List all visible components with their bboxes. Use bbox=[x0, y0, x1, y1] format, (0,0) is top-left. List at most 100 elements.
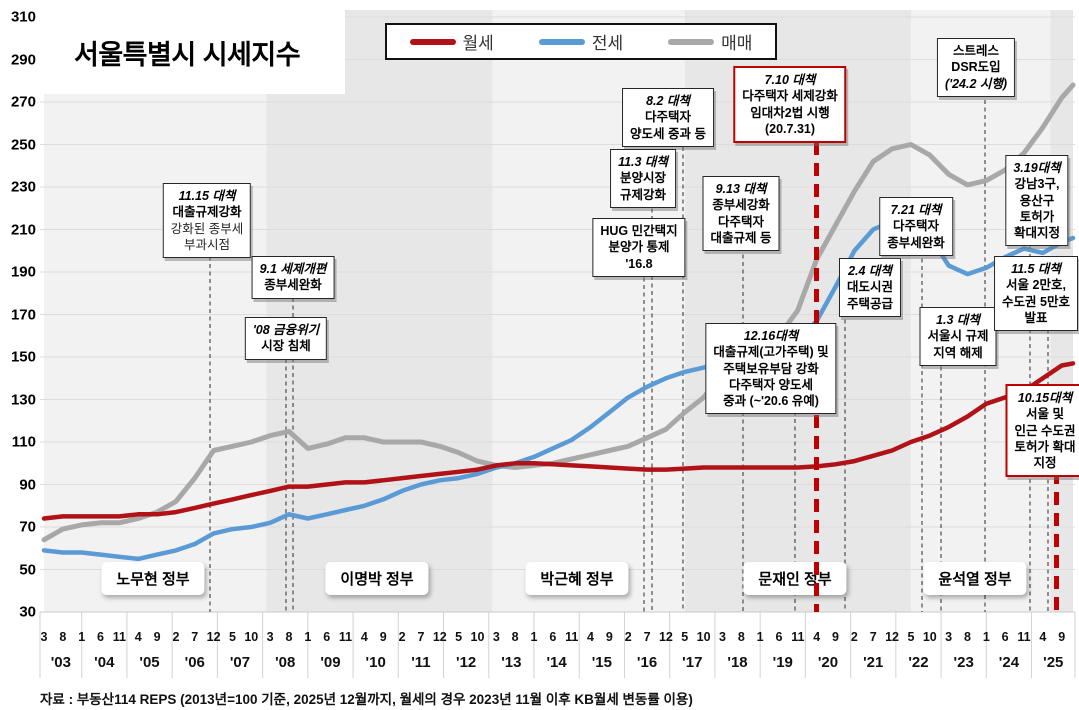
month-tick-label: 4 bbox=[360, 630, 368, 644]
month-tick-label: 3 bbox=[40, 630, 48, 644]
chart-title: 서울특별시 시세지수 bbox=[74, 39, 301, 70]
policy-hug-annotation: HUG 민간택지 분양가 통제 '16.8 bbox=[592, 218, 686, 277]
month-tick-label: 9 bbox=[832, 630, 840, 644]
month-tick-label: 11 bbox=[565, 630, 579, 644]
year-label: '22 bbox=[908, 654, 929, 671]
month-tick-label: 10 bbox=[470, 630, 485, 644]
month-tick-label: 8 bbox=[737, 630, 745, 644]
maemae-line-swatch bbox=[668, 38, 715, 45]
month-tick-label: 2 bbox=[172, 630, 180, 644]
month-tick-label: 7 bbox=[869, 630, 877, 644]
year-label: '05 bbox=[139, 654, 160, 671]
policy-7-10-line: (20.7.31) bbox=[764, 121, 816, 136]
policy-9-13-line: 종부세강화 bbox=[712, 198, 770, 213]
y-axis-label: 90 bbox=[19, 476, 36, 493]
policy-3-19-line: 강남3구, bbox=[1014, 177, 1060, 192]
policy-12-16-annotation: 12.16대책 대출규제(고가주택) 및 주택보유부담 강화 다주택자 양도세 중과 (… bbox=[705, 323, 837, 415]
month-tick-label: 5 bbox=[681, 630, 689, 644]
policy-11-5-line: 수도권 5만호 bbox=[1002, 294, 1070, 309]
legend-item-jeonse: 전세 bbox=[538, 29, 623, 54]
policy-9-13-line: 대출규제 등 bbox=[710, 230, 772, 245]
year-label: '14 bbox=[546, 654, 567, 671]
policy-stress-dsr-line: DSR도입 bbox=[951, 60, 1001, 75]
year-label: '19 bbox=[772, 654, 793, 671]
legend-label-maemae: 매매 bbox=[721, 34, 753, 53]
year-label: '24 bbox=[998, 654, 1020, 671]
jeonse-line-swatch bbox=[538, 38, 585, 45]
month-tick-label: 4 bbox=[134, 630, 142, 644]
month-tick-label: 8 bbox=[963, 630, 971, 644]
policy-10-15-line: 토허가 확대 bbox=[1014, 439, 1076, 454]
policy-stress-dsr-line: ('24.2 시행) bbox=[944, 76, 1008, 91]
month-tick-label: 2 bbox=[398, 630, 406, 644]
month-tick-label: 12 bbox=[206, 630, 221, 644]
year-label: '20 bbox=[817, 654, 839, 671]
y-axis-label: 190 bbox=[10, 263, 36, 281]
y-axis-label: 50 bbox=[19, 561, 36, 578]
month-tick-label: 1 bbox=[756, 630, 764, 644]
y-axis-label: 270 bbox=[10, 93, 36, 111]
year-label: '04 bbox=[94, 654, 115, 671]
policy-8-2-line: 양도세 중과 등 bbox=[630, 126, 706, 141]
y-axis-label: 170 bbox=[10, 306, 36, 323]
policy-11-5-annotation: 11.5 대책 서울 2만호, 수도권 5만호 발표 bbox=[994, 256, 1078, 331]
source-note: 자료 : 부동산114 REPS (2013년=100 기준, 2025년 12… bbox=[40, 692, 693, 707]
y-axis-label: 70 bbox=[19, 518, 36, 536]
policy-1-3-annotation: 1.3 대책 서울시 규제 지역 해제 bbox=[919, 307, 997, 366]
policy-1-3-line: 지역 해제 bbox=[933, 345, 983, 360]
month-tick-label: 10 bbox=[922, 630, 937, 644]
legend-item-maemae: 매매 bbox=[668, 29, 752, 54]
month-tick-label: 2 bbox=[624, 630, 632, 644]
y-axis-label: 130 bbox=[10, 391, 36, 408]
month-tick-label: 9 bbox=[153, 630, 161, 644]
month-tick-label: 10 bbox=[696, 630, 711, 644]
policy-11-5-title: 11.5 대책 bbox=[1011, 262, 1061, 276]
month-tick-label: 6 bbox=[549, 630, 557, 644]
policy-1-3-title: 1.3 대책 bbox=[936, 313, 980, 327]
crisis-08-title: '08 금융위기 bbox=[252, 323, 320, 337]
month-tick-label: 8 bbox=[511, 630, 519, 644]
month-tick-label: 4 bbox=[1039, 630, 1047, 644]
month-tick-label: 3 bbox=[492, 630, 500, 644]
month-tick-label: 8 bbox=[285, 630, 293, 644]
policy-9-13-annotation: 9.13 대책 종부세강화 다주택자 대출규제 등 bbox=[702, 176, 780, 251]
policy-11-15-title: 11.15 대책 bbox=[178, 189, 236, 203]
policy-11-5-line: 서울 2만호, bbox=[1006, 278, 1066, 293]
policy-11-15-line: 강화된 종부세 bbox=[170, 221, 244, 236]
month-tick-label: 3 bbox=[718, 630, 726, 644]
government-label: 노무현 정부 bbox=[101, 562, 205, 595]
policy-12-16-line: 대출규제(고가주택) 및 bbox=[713, 345, 829, 360]
month-tick-label: 12 bbox=[885, 630, 900, 644]
policy-11-3-line: 분양시장 bbox=[619, 171, 666, 186]
year-label: '21 bbox=[863, 654, 884, 671]
year-label: '11 bbox=[411, 654, 431, 671]
policy-10-15-line: 서울 및 bbox=[1026, 407, 1064, 422]
wolse-line-swatch bbox=[409, 38, 456, 45]
policy-11-15-line: 부과시점 bbox=[183, 237, 231, 252]
year-label: '16 bbox=[636, 654, 658, 671]
month-tick-label: 11 bbox=[112, 630, 126, 644]
year-label: '03 bbox=[50, 654, 71, 671]
policy-stress-dsr-title: 스트레스 bbox=[952, 44, 1000, 58]
year-label: '06 bbox=[184, 654, 205, 671]
series-line-월세 bbox=[41, 361, 1076, 521]
month-tick-label: 9 bbox=[605, 630, 613, 644]
month-tick-label: 5 bbox=[455, 630, 463, 644]
year-label: '18 bbox=[727, 654, 748, 671]
y-axis-label: 210 bbox=[10, 221, 36, 238]
policy-8-2-annotation: 8.2 대책 다주택자 양도세 중과 등 bbox=[622, 88, 714, 147]
series-line-매매 bbox=[41, 82, 1076, 543]
month-tick-label: 7 bbox=[417, 630, 425, 644]
month-tick-label: 10 bbox=[244, 630, 259, 644]
policy-2-4-annotation: 2.4 대책 대도시권 주택공급 bbox=[838, 258, 902, 317]
policy-10-15-annotation: 10.15대책 서울 및 인근 수도권 토허가 확대 지정 bbox=[1005, 384, 1079, 478]
policy-7-21-title: 7.21 대책 bbox=[890, 203, 942, 217]
month-tick-label: 6 bbox=[775, 630, 783, 644]
red-policy-dashed-line bbox=[1053, 450, 1059, 612]
policy-7-10-line: 다주택자 세제강화 bbox=[742, 89, 838, 104]
policy-10-15-line: 지정 bbox=[1033, 456, 1057, 470]
month-tick-label: 1 bbox=[304, 630, 312, 644]
y-axis-label: 230 bbox=[10, 178, 36, 196]
policy-hug-title: HUG 민간택지 bbox=[600, 224, 678, 238]
